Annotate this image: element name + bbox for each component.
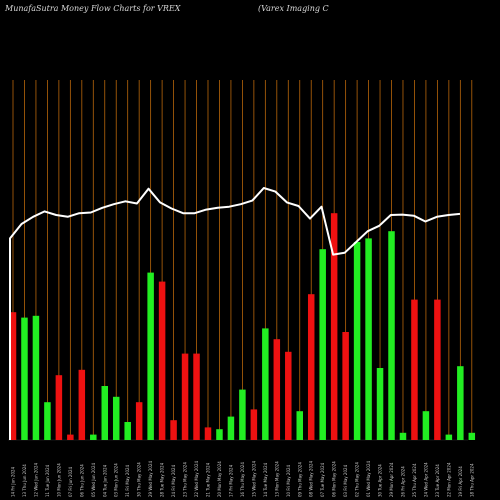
bar-up <box>445 434 453 440</box>
x-tick-label: 05 Wed Jun 2024 <box>91 462 96 497</box>
x-tick-label: 08 Wed May 2024 <box>309 460 314 497</box>
x-tick-label: 16 Thu May 2024 <box>240 462 245 497</box>
bar-up <box>147 272 154 440</box>
bar-down <box>55 375 63 440</box>
x-tick-label: 23 Thu May 2024 <box>183 462 188 497</box>
x-tick-label: 06 Mon May 2024 <box>332 461 337 497</box>
bar-up <box>239 389 246 440</box>
x-tick-label: 31 Fri May 2024 <box>125 464 130 497</box>
bar-up <box>388 231 395 440</box>
x-tick-label: 07 Fri Jun 2024 <box>68 466 73 497</box>
x-tick-label: 20 Mon May 2024 <box>217 461 222 497</box>
bar-up <box>468 432 476 440</box>
bar-up <box>319 249 326 440</box>
x-tick-label: 10 Mon Jun 2024 <box>56 463 61 497</box>
x-tick-label: 11 Tue Jun 2024 <box>45 464 50 497</box>
bar-up <box>376 368 384 440</box>
bar-down <box>135 402 143 440</box>
bar-up <box>399 432 407 440</box>
bar-down <box>67 434 74 440</box>
x-tick-label: 22 Wed May 2024 <box>194 460 199 497</box>
x-tick-label: 02 Thu May 2024 <box>355 462 360 497</box>
bar-down <box>9 312 17 440</box>
x-tick-label: 30 Thu May 2024 <box>137 462 142 497</box>
x-tick-label: 23 Tue Apr 2024 <box>435 464 440 497</box>
bar-up <box>422 411 430 440</box>
x-tick-label: 18 Thu Apr 2024 <box>469 463 474 497</box>
bar-down <box>158 281 166 440</box>
bar-down <box>307 294 315 440</box>
x-tick-label: 25 Thu Apr 2024 <box>412 463 417 497</box>
x-tick-label: 22 Mon Apr 2024 <box>446 462 451 497</box>
x-tick-label: 04 Tue Jun 2024 <box>102 464 107 497</box>
bar-down <box>193 353 200 440</box>
bar-down <box>78 369 86 440</box>
x-tick-label: 17 Fri May 2024 <box>228 464 233 497</box>
bar-down <box>411 299 418 440</box>
x-tick-label: 21 Tue May 2024 <box>205 462 210 497</box>
x-tick-label: 12 Wed Jun 2024 <box>33 462 38 497</box>
x-tick-label: 19 Fri Apr 2024 <box>458 466 463 497</box>
x-tick-label: 03 Fri May 2024 <box>343 464 348 497</box>
x-tick-label: 14 Tue May 2024 <box>263 462 268 497</box>
bar-up <box>112 396 120 440</box>
x-tick-label: 30 Tue Apr 2024 <box>378 464 383 497</box>
bar-down <box>434 299 441 440</box>
x-tick-label: 06 Thu Jun 2024 <box>79 464 84 497</box>
x-tick-label: 10 Fri May 2024 <box>286 464 291 497</box>
bar-up <box>353 242 361 440</box>
bar-up <box>44 402 51 440</box>
bar-down <box>181 353 189 440</box>
x-tick-label: 03 Mon Jun 2024 <box>114 463 119 497</box>
x-tick-label: 28 Tue May 2024 <box>160 462 165 497</box>
bar-down <box>342 332 349 440</box>
x-tick-label: 15 Wed May 2024 <box>251 460 256 497</box>
chart-header-right: (Varex Imaging C <box>258 4 329 13</box>
bar-down <box>204 427 212 440</box>
x-tick-label: 09 Thu May 2024 <box>297 462 302 497</box>
x-tick-label: 24 Wed Apr 2024 <box>423 462 428 497</box>
bar-up <box>365 238 372 440</box>
bar-up <box>216 429 223 440</box>
bar-down <box>250 409 258 440</box>
bar-up <box>262 328 269 440</box>
x-tick-label: 24 Fri May 2024 <box>171 464 176 497</box>
bar-up <box>124 422 131 440</box>
bar-down <box>285 351 292 440</box>
bar-up <box>21 317 28 440</box>
bar-down <box>273 339 281 440</box>
bar-down <box>170 420 177 440</box>
money-flow-line <box>9 187 461 440</box>
bar-up <box>90 434 97 440</box>
x-tick-label: 14 Fri Jun 2024 <box>11 466 16 497</box>
x-tick-label: 29 Mon Apr 2024 <box>389 462 394 497</box>
x-tick-label: 01 Wed May 2024 <box>366 460 371 497</box>
bar-down <box>330 213 338 440</box>
bar-up <box>32 315 40 440</box>
x-tick-label: 13 Thu Jun 2024 <box>22 464 27 497</box>
chart-header-left: MunafaSutra Money Flow Charts for VREX <box>5 4 181 13</box>
x-tick-label: 13 Mon May 2024 <box>274 461 279 497</box>
x-tick-label: 07 Tue May 2024 <box>320 462 325 497</box>
x-tick-label: 26 Fri Apr 2024 <box>400 466 405 497</box>
bar-up <box>296 411 303 440</box>
bar-up <box>457 366 464 440</box>
x-tick-label: 29 Wed May 2024 <box>148 460 153 497</box>
bar-up <box>101 386 109 440</box>
bar-up <box>227 416 235 440</box>
